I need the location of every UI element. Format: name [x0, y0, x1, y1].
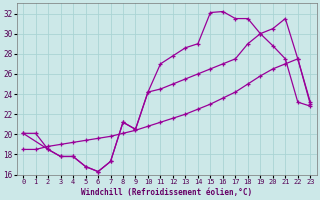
X-axis label: Windchill (Refroidissement éolien,°C): Windchill (Refroidissement éolien,°C)	[81, 188, 252, 197]
